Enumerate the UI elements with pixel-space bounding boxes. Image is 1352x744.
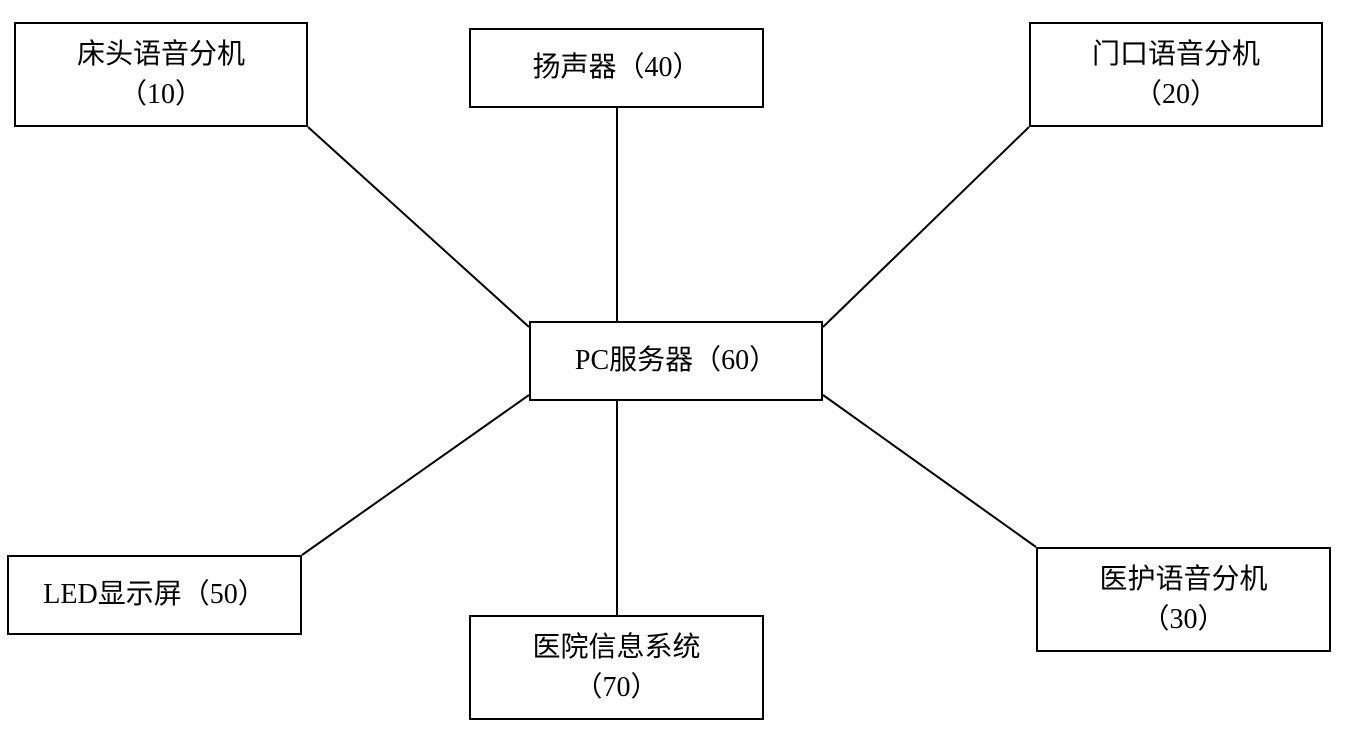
node-medical-voice-ext: 医护语音分机 （30） (1036, 547, 1331, 652)
node-speaker: 扬声器（40） (469, 28, 764, 108)
node-label-bedside: 床头语音分机 （10） (77, 35, 245, 113)
edge-bottom-right (823, 395, 1036, 547)
node-pc-server: PC服务器（60） (529, 321, 823, 401)
diagram-container: PC服务器（60） 床头语音分机 （10） 扬声器（40） 门口语音分机 （20… (0, 0, 1352, 744)
edge-top-right (823, 127, 1029, 327)
node-label-led: LED显示屏（50） (43, 575, 265, 614)
node-hospital-info-sys: 医院信息系统 （70） (469, 615, 764, 720)
node-door-voice-ext: 门口语音分机 （20） (1029, 22, 1323, 127)
node-bedside-voice-ext: 床头语音分机 （10） (14, 22, 308, 127)
node-label-speaker: 扬声器（40） (532, 48, 700, 87)
node-label-medical: 医护语音分机 （30） (1099, 560, 1267, 638)
node-label-pc-server: PC服务器（60） (575, 341, 777, 380)
edge-bottom-left (302, 395, 529, 555)
node-led-display: LED显示屏（50） (7, 555, 302, 635)
node-label-hospital: 医院信息系统 （70） (532, 628, 700, 706)
edge-top-left (308, 127, 529, 327)
node-label-door: 门口语音分机 （20） (1092, 35, 1260, 113)
